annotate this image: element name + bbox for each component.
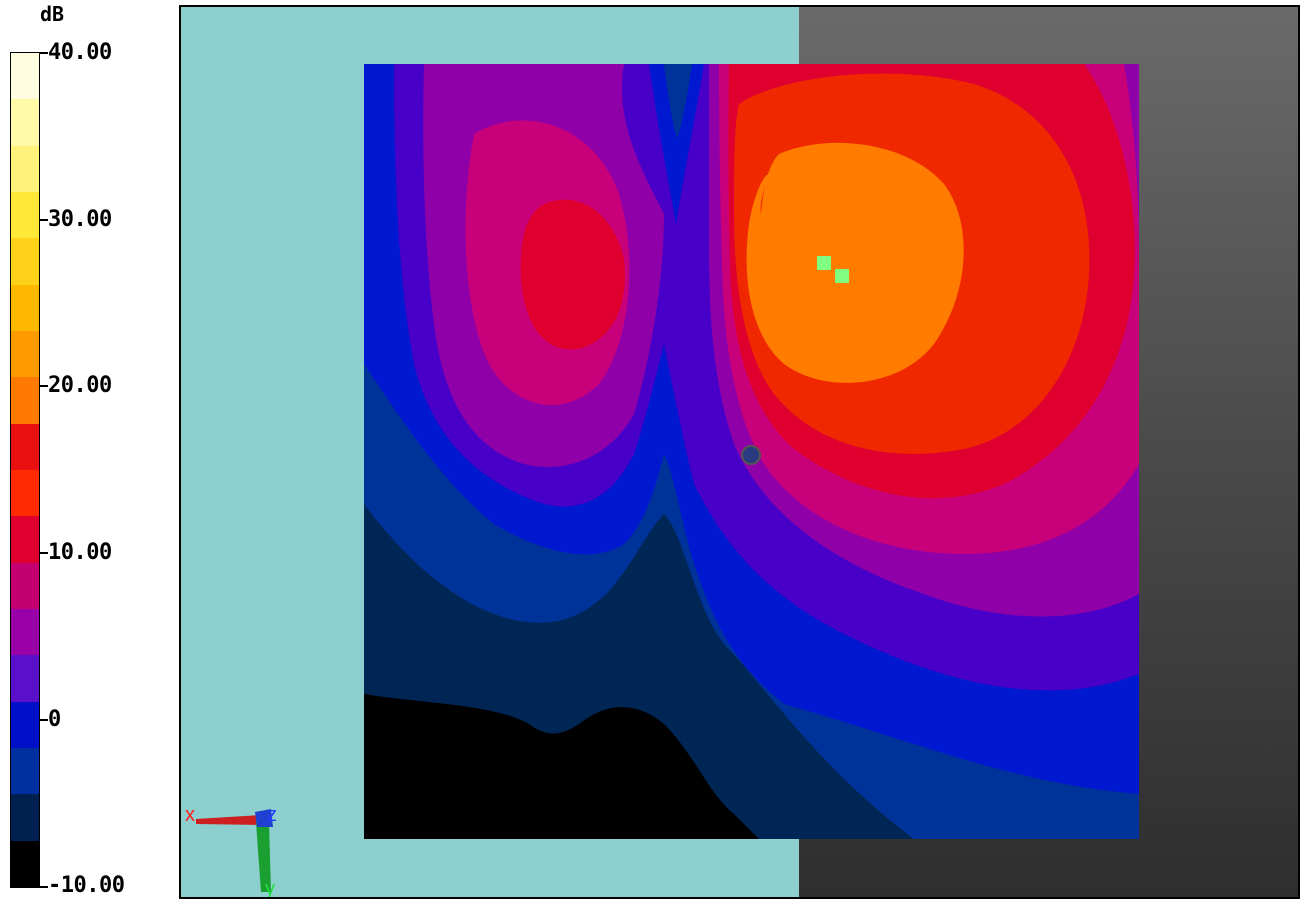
contour-orange-peak [746, 142, 964, 383]
z-axis-label: z [267, 804, 277, 826]
x-axis-label: x [185, 804, 195, 826]
legend-color-band [11, 562, 39, 609]
legend-color-band [11, 516, 39, 563]
contour-black [364, 694, 759, 839]
legend-color-band [11, 701, 39, 748]
legend-label-max: 40.00 [48, 40, 112, 65]
contour-crimson-left [520, 199, 625, 350]
legend-tick [40, 219, 48, 221]
legend-label-10: 10.00 [48, 540, 112, 565]
axis-triad-icon: x z y [185, 804, 277, 897]
color-legend-bar [10, 52, 40, 888]
3d-viewport[interactable]: x z y [179, 5, 1300, 899]
legend-color-band [11, 238, 39, 285]
legend-color-band [11, 469, 39, 517]
legend-color-band [11, 284, 39, 331]
legend-color-band [11, 99, 39, 146]
field-contour-plot [364, 64, 1139, 839]
legend-tick [40, 385, 48, 387]
probe-marker [741, 445, 761, 465]
legend-color-band [11, 330, 39, 378]
legend-unit-label: dB [40, 2, 65, 26]
legend-tick [40, 552, 48, 554]
contour-notch-inner [664, 64, 692, 139]
y-axis-arrow [256, 822, 271, 892]
source-marker [835, 269, 849, 283]
legend-label-min: -10.00 [48, 873, 125, 898]
legend-color-band [11, 145, 39, 192]
legend-color-band [11, 191, 39, 239]
legend-tick [40, 719, 48, 721]
z-axis-arrow [255, 809, 273, 827]
legend-color-band [11, 423, 39, 470]
source-marker [817, 256, 831, 270]
legend-color-band [11, 655, 39, 702]
legend-color-band [11, 794, 39, 841]
legend-color-band [11, 53, 39, 100]
legend-color-band [11, 747, 39, 795]
legend-tick [40, 886, 48, 888]
legend-tick [40, 52, 48, 54]
y-axis-label: y [265, 878, 275, 897]
contour-notch [649, 64, 704, 224]
legend-color-band [11, 608, 39, 656]
legend-label-30: 30.00 [48, 207, 112, 232]
legend-color-band [11, 840, 39, 887]
legend-label-20: 20.00 [48, 373, 112, 398]
x-axis-arrow [196, 815, 261, 825]
legend-label-0: 0 [48, 707, 61, 732]
legend-color-band [11, 377, 39, 424]
